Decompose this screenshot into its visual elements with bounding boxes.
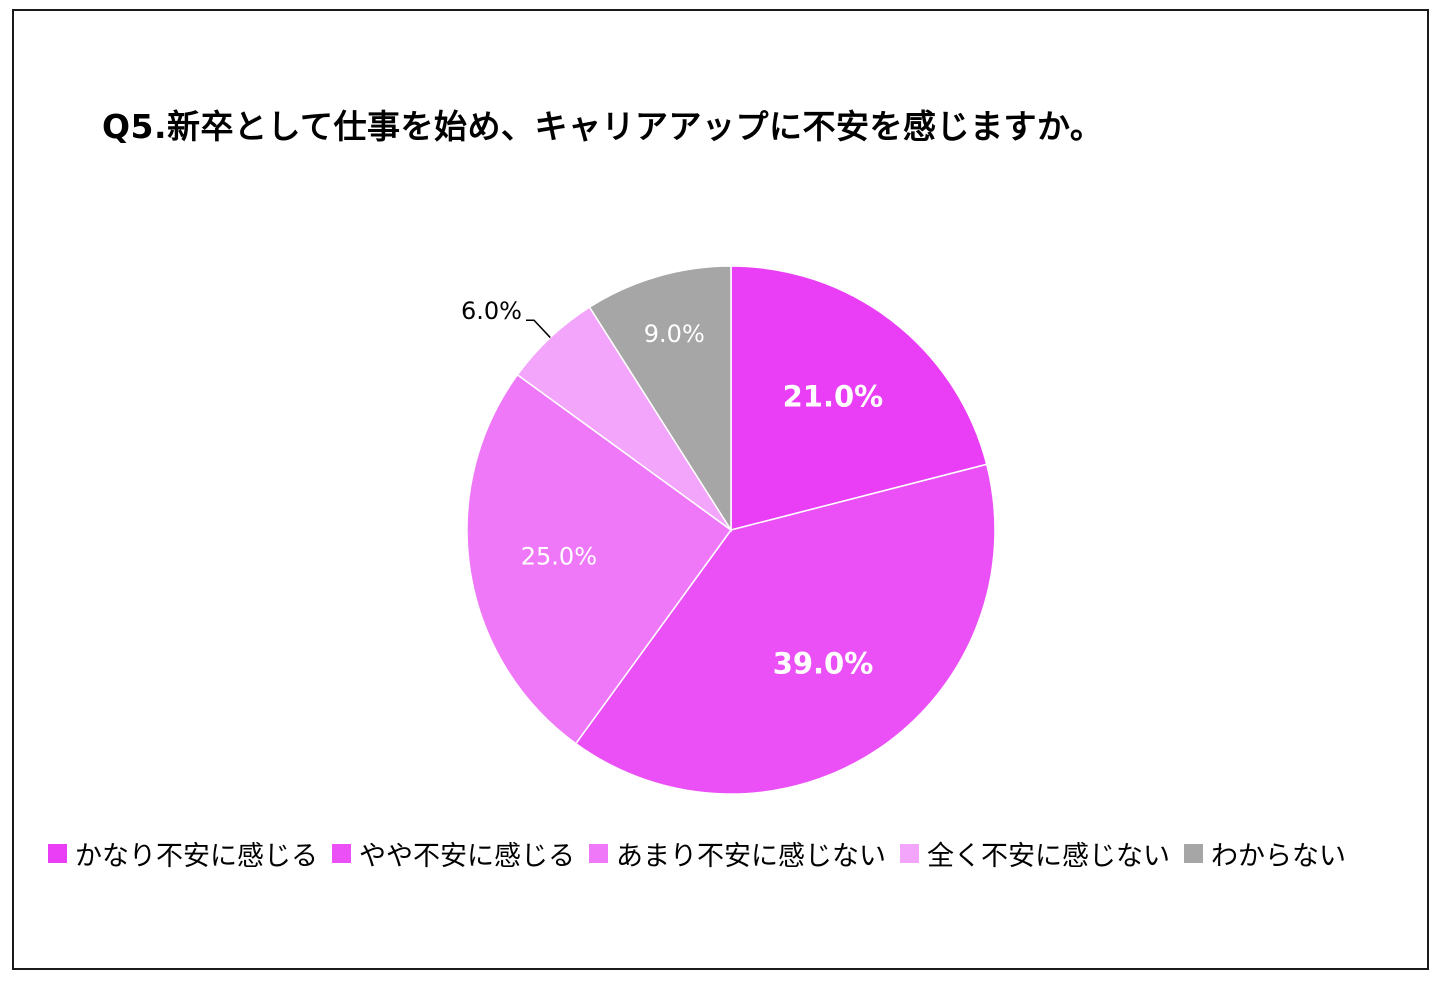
legend: かなり不安に感じる やや不安に感じる あまり不安に感じない 全く不安に感じない わからな…	[48, 834, 1360, 873]
legend-swatch	[48, 844, 67, 863]
legend-label: わからない	[1211, 841, 1346, 872]
data-label-5: 9.0%	[644, 320, 705, 348]
legend-label: あまり不安に感じない	[616, 841, 886, 872]
legend-swatch	[332, 844, 351, 863]
legend-item: やや不安に感じる	[332, 834, 575, 873]
leader-line	[526, 319, 551, 339]
legend-label: 全く不安に感じない	[927, 841, 1170, 872]
legend-item: かなり不安に感じる	[48, 834, 318, 873]
legend-item: わからない	[1184, 834, 1346, 873]
pie-slice-3	[466, 373, 733, 745]
data-label-4: 6.0%	[461, 297, 522, 325]
pie-slice-2	[574, 463, 996, 795]
pie-slice-5	[588, 265, 732, 533]
legend-swatch	[589, 844, 608, 863]
data-label-3: 25.0%	[521, 542, 597, 570]
chart-title: Q5.新卒として仕事を始め、キャリアアップに不安を感じますか。	[102, 107, 1104, 146]
data-label-2: 39.0%	[773, 646, 874, 680]
data-label-1: 21.0%	[783, 380, 884, 414]
legend-item: あまり不安に感じない	[589, 834, 886, 873]
legend-item: 全く不安に感じない	[900, 834, 1170, 873]
legend-swatch	[1184, 844, 1203, 863]
legend-label: やや不安に感じる	[359, 841, 575, 872]
pie-slice-1	[730, 265, 988, 531]
legend-swatch	[900, 844, 919, 863]
legend-label: かなり不安に感じる	[75, 841, 318, 872]
